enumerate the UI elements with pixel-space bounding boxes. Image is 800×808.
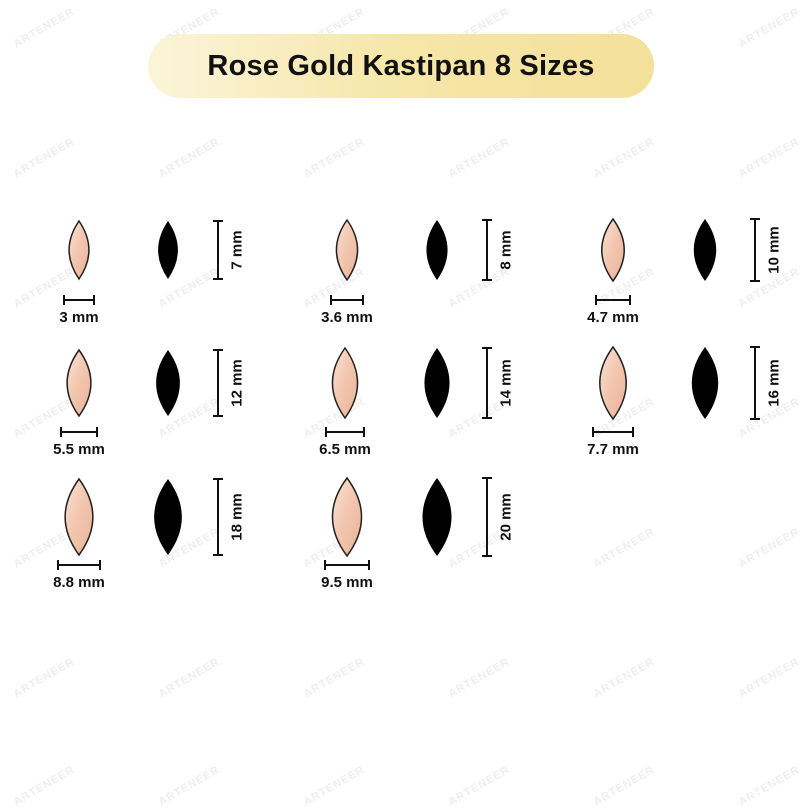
title-banner: Rose Gold Kastipan 8 Sizes bbox=[148, 34, 654, 98]
length-scale-bar bbox=[213, 478, 223, 556]
size-item-6 bbox=[592, 345, 760, 437]
rose-gold-stone bbox=[68, 219, 90, 281]
black-stone-silhouette bbox=[422, 478, 452, 556]
length-label: 18 mm bbox=[228, 493, 246, 541]
width-label: 7.7 mm bbox=[587, 441, 639, 458]
rose-gold-stone bbox=[331, 346, 359, 420]
width-label: 4.7 mm bbox=[587, 309, 639, 326]
length-label: 20 mm bbox=[497, 493, 515, 541]
width-label: 8.8 mm bbox=[53, 574, 105, 591]
width-scale-bar bbox=[595, 295, 631, 305]
size-item-2 bbox=[330, 218, 492, 305]
size-item-5 bbox=[325, 346, 492, 437]
length-label: 14 mm bbox=[497, 359, 515, 407]
width-label: 6.5 mm bbox=[319, 441, 371, 458]
width-label: 9.5 mm bbox=[321, 574, 373, 591]
black-stone-silhouette bbox=[158, 221, 178, 279]
length-label: 10 mm bbox=[765, 226, 783, 274]
width-label: 5.5 mm bbox=[53, 441, 105, 458]
width-scale-bar bbox=[325, 427, 365, 437]
rose-gold-stone bbox=[601, 217, 625, 283]
black-stone-silhouette bbox=[691, 347, 719, 419]
length-scale-bar bbox=[482, 477, 492, 557]
size-item-3 bbox=[595, 217, 760, 305]
size-item-7 bbox=[57, 477, 223, 570]
width-scale-bar bbox=[330, 295, 364, 305]
length-scale-bar bbox=[750, 218, 760, 282]
black-stone-silhouette bbox=[156, 350, 180, 416]
length-label: 7 mm bbox=[228, 230, 246, 270]
black-stone-silhouette bbox=[424, 348, 450, 418]
width-scale-bar bbox=[60, 427, 98, 437]
length-label: 12 mm bbox=[228, 359, 246, 407]
width-label: 3.6 mm bbox=[321, 309, 373, 326]
width-scale-bar bbox=[63, 295, 95, 305]
length-scale-bar bbox=[482, 219, 492, 281]
length-label: 16 mm bbox=[765, 359, 783, 407]
size-item-1 bbox=[63, 219, 223, 305]
width-scale-bar bbox=[592, 427, 634, 437]
rose-gold-stone bbox=[64, 477, 94, 557]
length-scale-bar bbox=[482, 347, 492, 419]
length-label: 8 mm bbox=[497, 230, 515, 270]
length-scale-bar bbox=[213, 220, 223, 280]
rose-gold-stone bbox=[66, 348, 92, 418]
length-scale-bar bbox=[750, 346, 760, 420]
black-stone-silhouette bbox=[154, 479, 182, 555]
width-label: 3 mm bbox=[59, 309, 99, 326]
rose-gold-stone bbox=[599, 345, 627, 421]
width-scale-bar bbox=[324, 560, 370, 570]
black-stone-silhouette bbox=[693, 219, 717, 281]
size-item-8 bbox=[324, 476, 492, 570]
page-title: Rose Gold Kastipan 8 Sizes bbox=[207, 49, 595, 82]
length-scale-bar bbox=[213, 349, 223, 417]
black-stone-silhouette bbox=[426, 220, 448, 280]
rose-gold-stone bbox=[335, 218, 359, 282]
rose-gold-stone bbox=[331, 476, 363, 558]
size-item-4 bbox=[60, 348, 223, 437]
width-scale-bar bbox=[57, 560, 101, 570]
